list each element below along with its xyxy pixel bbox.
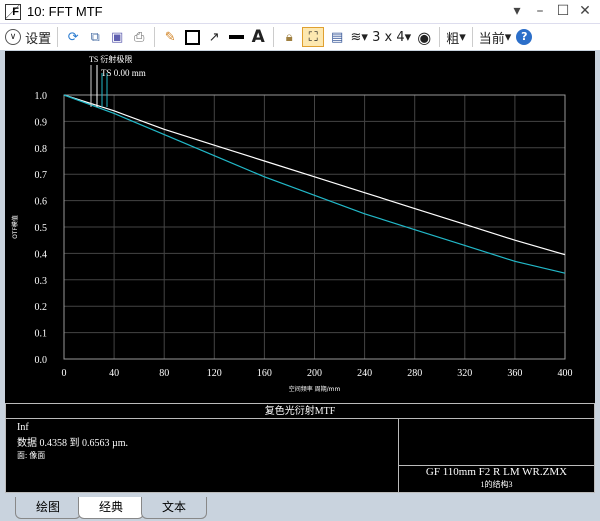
mtf-chart: 0 40 80 120 160 200 240 280 320 360 400 0.0 0.1 0.2 0.… [11, 54, 573, 393]
lock-icon[interactable]: 🔒︎ [285, 29, 293, 45]
fit-icon[interactable]: ⛶ [302, 27, 325, 47]
y-tick-label: 0.2 [35, 302, 48, 313]
window-title: 10: FFT MTF [27, 4, 103, 19]
legend-series: TS 0.00 mm [101, 68, 146, 78]
series-line-1 [63, 94, 566, 274]
save-icon[interactable]: ▣ [111, 29, 124, 45]
y-tick-label: 0.1 [35, 329, 48, 340]
surface-label: 面: 像面 [17, 451, 46, 460]
close-button[interactable]: ✕ [579, 3, 591, 19]
file-name: GF 110mm F2 R LM WR.ZMX [425, 466, 568, 478]
plot-frame [63, 94, 566, 360]
dropdown-icon[interactable]: ▾ [513, 3, 521, 19]
series-line-0 [63, 94, 566, 256]
y-tick-label: 0.9 [35, 117, 48, 128]
y-tick-label: 0.4 [35, 249, 48, 260]
x-tick-label: 280 [407, 368, 422, 379]
arrow-icon[interactable]: ↗ [208, 29, 220, 45]
y-tick-label: 0.3 [35, 276, 48, 287]
x-tick-label: 200 [307, 368, 322, 379]
y-tick-label: 0.0 [35, 355, 48, 366]
tab-classic[interactable]: 经典 [78, 497, 144, 519]
y-tick-label: 0.8 [35, 144, 48, 155]
info-panel: 复色光衍射MTF Inf 数据 0.4358 到 0.6563 µm. 面: 像… [5, 403, 595, 493]
x-tick-label: 240 [357, 368, 372, 379]
plot-heading: 复色光衍射MTF [264, 406, 336, 417]
settings-button[interactable]: ∨ 设置 [5, 27, 51, 47]
minimize-button[interactable]: – [536, 3, 544, 19]
toolbar: ∨ 设置 ⟳ ⧉ ▣ ⎙ ✎ ↗ A 🔒︎ ⛶ ▤ ≋▾ 3 x 4 ▾ ◉ 粗 ▾… [0, 24, 600, 50]
x-tick-label: 320 [457, 368, 472, 379]
tab-plot[interactable]: 绘图 [15, 497, 81, 519]
x-tick-label: 160 [257, 368, 272, 379]
y-tick-label: 1.0 [35, 91, 48, 102]
settings-label: 设置 [25, 31, 52, 47]
copy-icon[interactable]: ⧉ [90, 29, 100, 45]
rotate-icon[interactable]: ◉ [417, 27, 432, 47]
layout-label: 3 x 4 [372, 29, 405, 45]
layout-dropdown[interactable]: 3 x 4 ▾ [372, 29, 412, 45]
line-icon[interactable] [227, 27, 245, 47]
y-axis-label: OTF模值 [11, 215, 19, 239]
tab-bar: 绘图 经典 文本 [0, 495, 600, 521]
x-tick-label: 40 [109, 368, 119, 379]
weight-dropdown[interactable]: 粗 ▾ [446, 29, 466, 47]
print-icon[interactable]: ⎙ [133, 29, 145, 45]
tab-text[interactable]: 文本 [141, 497, 207, 519]
field-label: Inf [17, 422, 29, 433]
text-icon[interactable]: A [251, 27, 265, 47]
rectangle-icon[interactable] [183, 27, 201, 47]
x-tick-label: 360 [507, 368, 522, 379]
app-logo-icon: F [5, 3, 21, 20]
title-bar: F 10: FFT MTF ▾ – ☐ ✕ [0, 0, 600, 24]
current-label: 当前 [478, 31, 505, 47]
y-tick-label: 0.5 [35, 223, 48, 234]
pencil-icon[interactable]: ✎ [164, 29, 176, 45]
current-dropdown[interactable]: 当前 ▾ [478, 29, 512, 47]
config-label: 1的结构3 [480, 480, 513, 489]
help-icon[interactable]: ? [515, 27, 533, 47]
plot-area: 0 40 80 120 160 200 240 280 320 360 400 0.0 0.1 0.2 0.… [5, 51, 595, 403]
window-icon[interactable]: ▤ [331, 29, 344, 45]
data-range-label: 数据 0.4358 到 0.6563 µm. [17, 438, 129, 449]
x-axis-label: 空间频率 周期/mm [289, 385, 341, 393]
weight-label: 粗 [446, 31, 460, 47]
x-tick-label: 120 [207, 368, 222, 379]
x-tick-label: 400 [558, 368, 573, 379]
y-tick-label: 0.7 [35, 170, 48, 181]
maximize-button[interactable]: ☐ [556, 3, 570, 19]
y-tick-label: 0.6 [35, 197, 48, 208]
chevron-down-icon: ∨ [5, 29, 21, 45]
layers-icon[interactable]: ≋▾ [350, 29, 368, 45]
refresh-icon[interactable]: ⟳ [67, 29, 79, 45]
legend-title: TS 衍射极限 [89, 54, 132, 64]
x-tick-label: 0 [62, 368, 67, 379]
x-tick-label: 80 [159, 368, 169, 379]
